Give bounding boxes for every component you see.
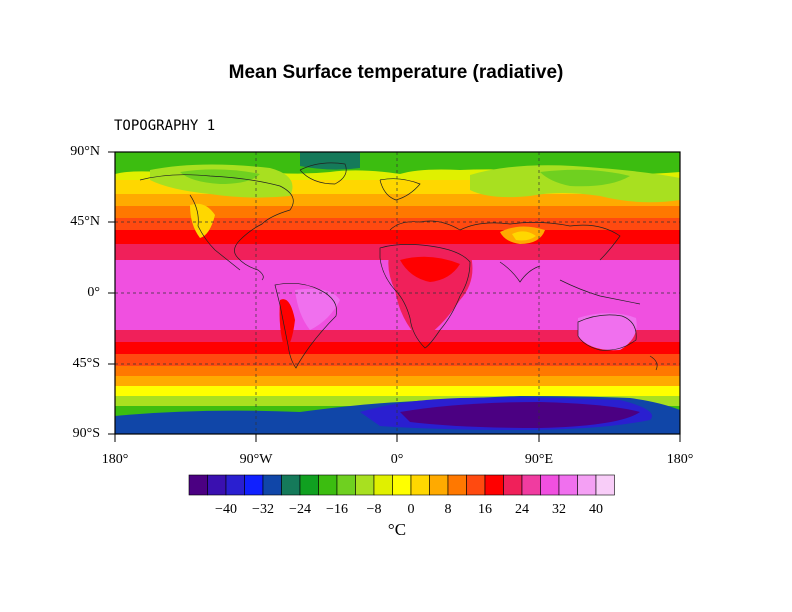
- colorbar-label: 32: [552, 502, 566, 517]
- colorbar: [188, 474, 615, 496]
- colorbar-label: 0: [407, 502, 415, 517]
- colorbar-swatch: [299, 474, 319, 496]
- colorbar-swatch: [355, 474, 375, 496]
- colorbar-swatch: [503, 474, 523, 496]
- colorbar-label: 24: [515, 502, 529, 517]
- lon-label-0: 0°: [390, 452, 404, 467]
- colorbar-label: −40: [215, 502, 237, 517]
- coastlines: [139, 162, 658, 371]
- colorbar-swatch: [577, 474, 597, 496]
- lat-label-0: 0°: [87, 285, 100, 300]
- lon-label-180w: 180°: [101, 452, 129, 467]
- axis-ticks: [108, 151, 681, 442]
- map-subtitle: TOPOGRAPHY 1: [114, 118, 216, 134]
- colorbar-swatch: [447, 474, 467, 496]
- colorbar-swatch: [262, 474, 282, 496]
- colorbar-label: −32: [252, 502, 274, 517]
- lat-label-90n: 90°N: [70, 144, 100, 159]
- colorbar-swatch: [336, 474, 356, 496]
- colorbar-swatch: [188, 474, 208, 496]
- lat-label-45s: 45°S: [72, 356, 100, 371]
- colorbar-swatch: [244, 474, 264, 496]
- colorbar-swatch: [281, 474, 301, 496]
- colorbar-label: −16: [326, 502, 348, 517]
- colorbar-swatch: [484, 474, 504, 496]
- colorbar-swatch: [318, 474, 338, 496]
- colorbar-label: 40: [589, 502, 603, 517]
- colorbar-swatch: [373, 474, 393, 496]
- colorbar-swatch: [429, 474, 449, 496]
- colorbar-label: 8: [444, 502, 452, 517]
- colorbar-swatch: [466, 474, 486, 496]
- lon-label-90e: 90°E: [524, 452, 554, 467]
- lat-label-90s: 90°S: [72, 426, 100, 441]
- colorbar-swatch: [410, 474, 430, 496]
- colorbar-swatch: [540, 474, 560, 496]
- colorbar-swatch: [595, 474, 615, 496]
- colorbar-swatch: [392, 474, 412, 496]
- colorbar-swatch: [207, 474, 227, 496]
- map-title: Mean Surface temperature (radiative): [228, 62, 564, 83]
- graticule: [115, 152, 680, 434]
- lon-label-180e: 180°: [666, 452, 694, 467]
- colorbar-swatch: [558, 474, 578, 496]
- colorbar-swatch: [521, 474, 541, 496]
- lat-label-45n: 45°N: [70, 214, 100, 229]
- colorbar-label: −24: [289, 502, 311, 517]
- colorbar-label: −8: [366, 502, 382, 517]
- colorbar-swatch: [225, 474, 245, 496]
- lon-label-90w: 90°W: [239, 452, 273, 467]
- colorbar-label: 16: [478, 502, 492, 517]
- colorbar-unit: °C: [387, 520, 407, 539]
